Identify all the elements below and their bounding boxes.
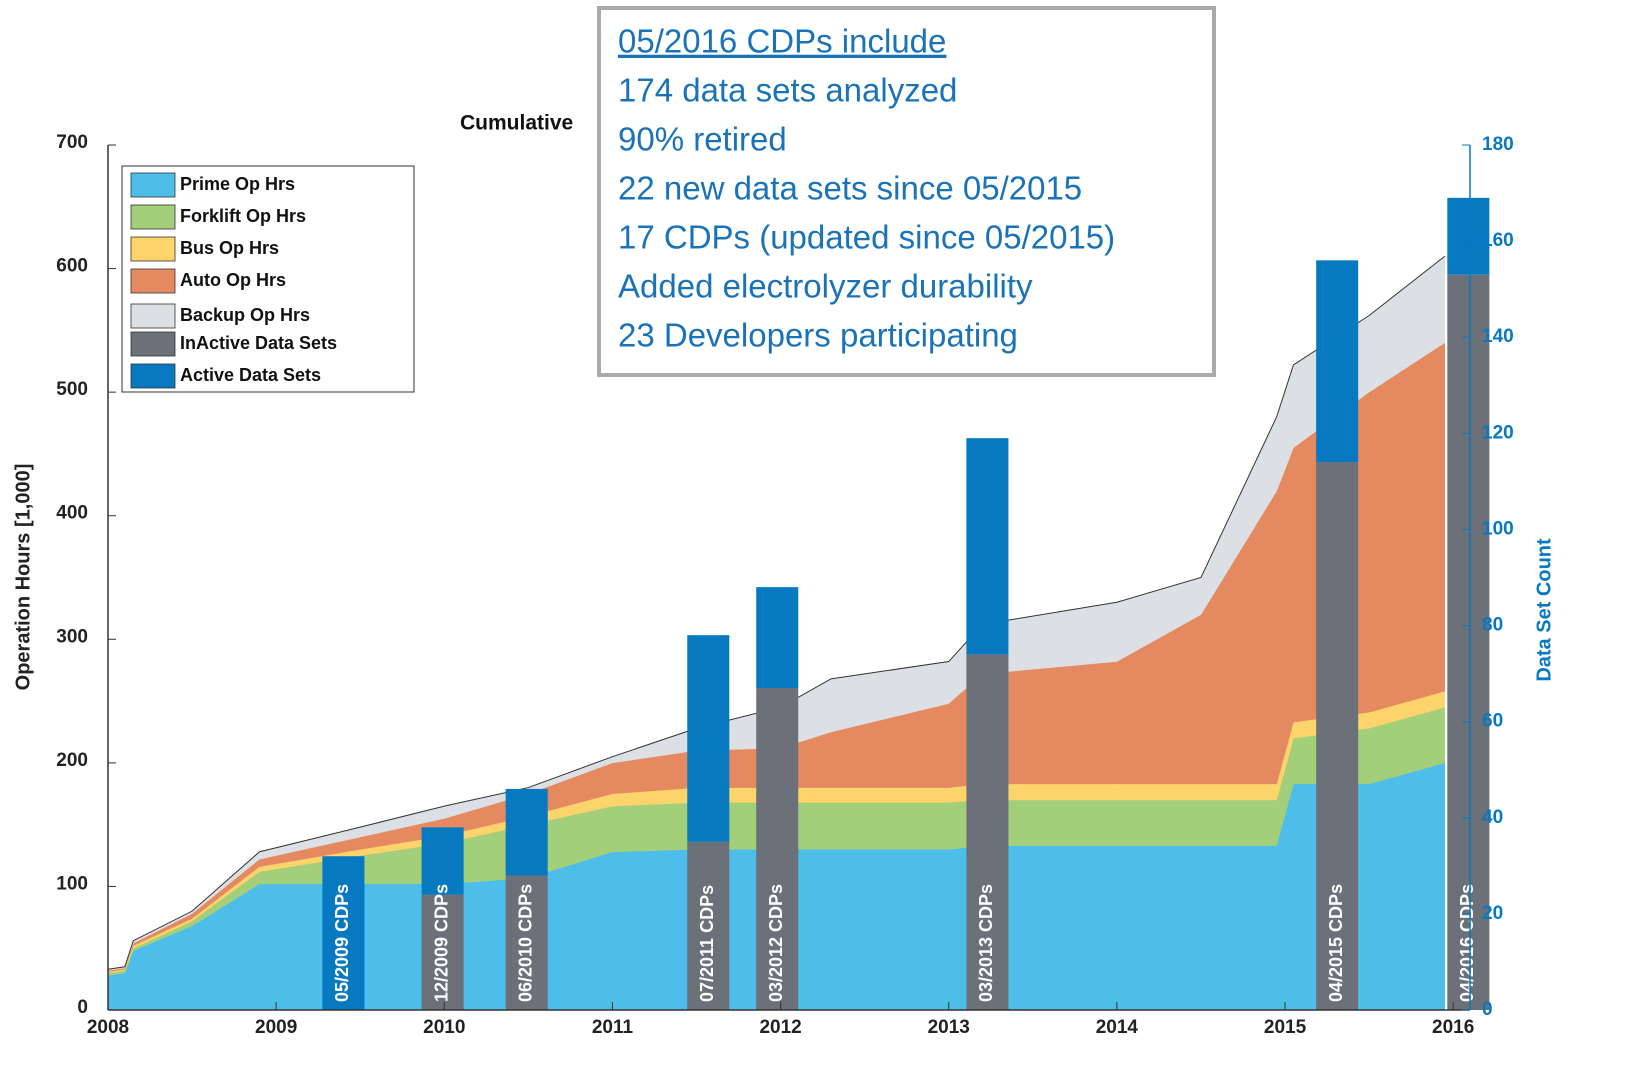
- bar-label: 04/2016 CDPs: [1457, 884, 1477, 1002]
- bar-segment: [505, 875, 548, 1010]
- bar-label: 03/2012 CDPs: [766, 884, 786, 1002]
- y-tick-label: 0: [77, 997, 88, 1018]
- area-top-edge: [107, 255, 1446, 970]
- x-tick-label: 2008: [87, 1017, 129, 1038]
- y2-tick-label: 0: [1482, 999, 1493, 1020]
- bar-segment: [966, 438, 1009, 655]
- y2-axis-label: Data Set Count: [1533, 538, 1555, 682]
- y2-tick-label: 120: [1482, 422, 1514, 443]
- chart-title: Cumulative: [460, 112, 573, 135]
- y2-tick-label: 180: [1482, 134, 1514, 155]
- legend-label: InActive Data Sets: [180, 333, 337, 353]
- legend-label: Backup Op Hrs: [180, 305, 310, 325]
- bar-segment: [687, 841, 730, 1010]
- bar-segment: [687, 635, 730, 842]
- y-axis-label: Operation Hours [1,000]: [12, 464, 34, 691]
- bar-segment: [756, 587, 799, 689]
- legend-label: Auto Op Hrs: [180, 270, 286, 290]
- x-tick-label: 2012: [759, 1017, 801, 1038]
- y-tick-label: 700: [56, 132, 88, 153]
- legend-label: Prime Op Hrs: [180, 174, 295, 194]
- annotation-line: 23 Developers participating: [618, 317, 1018, 354]
- legend-label: Active Data Sets: [180, 365, 321, 385]
- bar-segment: [322, 856, 365, 1010]
- legend-swatch: [130, 172, 176, 198]
- bar-segment: [1447, 274, 1490, 1010]
- legend-label: Forklift Op Hrs: [180, 206, 306, 226]
- x-tick-label: 2010: [423, 1017, 465, 1038]
- y2-tick-label: 100: [1482, 518, 1514, 539]
- x-tick-label: 2013: [928, 1017, 970, 1038]
- y2-tick-label: 160: [1482, 230, 1514, 251]
- bar-segment: [421, 894, 464, 1010]
- y2-tick-label: 80: [1482, 615, 1503, 636]
- y-tick-label: 300: [56, 626, 88, 647]
- x-tick-label: 2016: [1432, 1017, 1474, 1038]
- x-tick-label: 2009: [255, 1017, 297, 1038]
- annotation-line: 174 data sets analyzed: [618, 72, 957, 109]
- bar-segment: [1447, 197, 1490, 275]
- annotation-line: 17 CDPs (updated since 05/2015): [618, 219, 1115, 256]
- bar-label: 06/2010 CDPs: [515, 884, 535, 1002]
- bar-segment: [505, 788, 548, 876]
- x-tick-label: 2015: [1264, 1017, 1307, 1038]
- bar-segment: [966, 654, 1009, 1010]
- annotation-line: 05/2016 CDPs include: [618, 23, 946, 60]
- annotation-line: 22 new data sets since 05/2015: [618, 170, 1082, 207]
- y-tick-label: 600: [56, 256, 88, 277]
- bar-label: 05/2009 CDPs: [332, 884, 352, 1002]
- annotation-line: Added electrolyzer durability: [618, 268, 1033, 305]
- y2-tick-label: 20: [1482, 903, 1503, 924]
- y-tick-label: 200: [56, 750, 88, 771]
- legend-swatch: [130, 236, 176, 262]
- y2-tick-label: 40: [1482, 807, 1503, 828]
- legend-swatch: [130, 303, 176, 329]
- annotation-line: 90% retired: [618, 121, 787, 158]
- y-tick-label: 400: [56, 503, 88, 524]
- x-tick-label: 2014: [1096, 1017, 1139, 1038]
- bar-label: 07/2011 CDPs: [697, 885, 717, 1002]
- legend-swatch: [130, 204, 176, 230]
- bar-label: 04/2015 CDPs: [1326, 884, 1346, 1002]
- bar-label: 12/2009 CDPs: [431, 884, 451, 1002]
- legend-label: Bus Op Hrs: [180, 238, 279, 258]
- bar-segment: [1316, 260, 1359, 463]
- bar-label: 03/2013 CDPs: [976, 884, 996, 1002]
- y2-tick-label: 60: [1482, 711, 1503, 732]
- y-tick-label: 100: [56, 873, 88, 894]
- legend-swatch: [130, 331, 176, 357]
- legend-swatch: [130, 363, 176, 389]
- bar-segment: [756, 688, 799, 1010]
- y-tick-label: 500: [56, 379, 88, 400]
- legend-swatch: [130, 268, 176, 294]
- bar-segment: [421, 827, 464, 895]
- y2-tick-label: 140: [1482, 326, 1514, 347]
- bar-segment: [1316, 462, 1359, 1011]
- annotation-box: [597, 6, 1216, 377]
- x-tick-label: 2011: [592, 1017, 634, 1038]
